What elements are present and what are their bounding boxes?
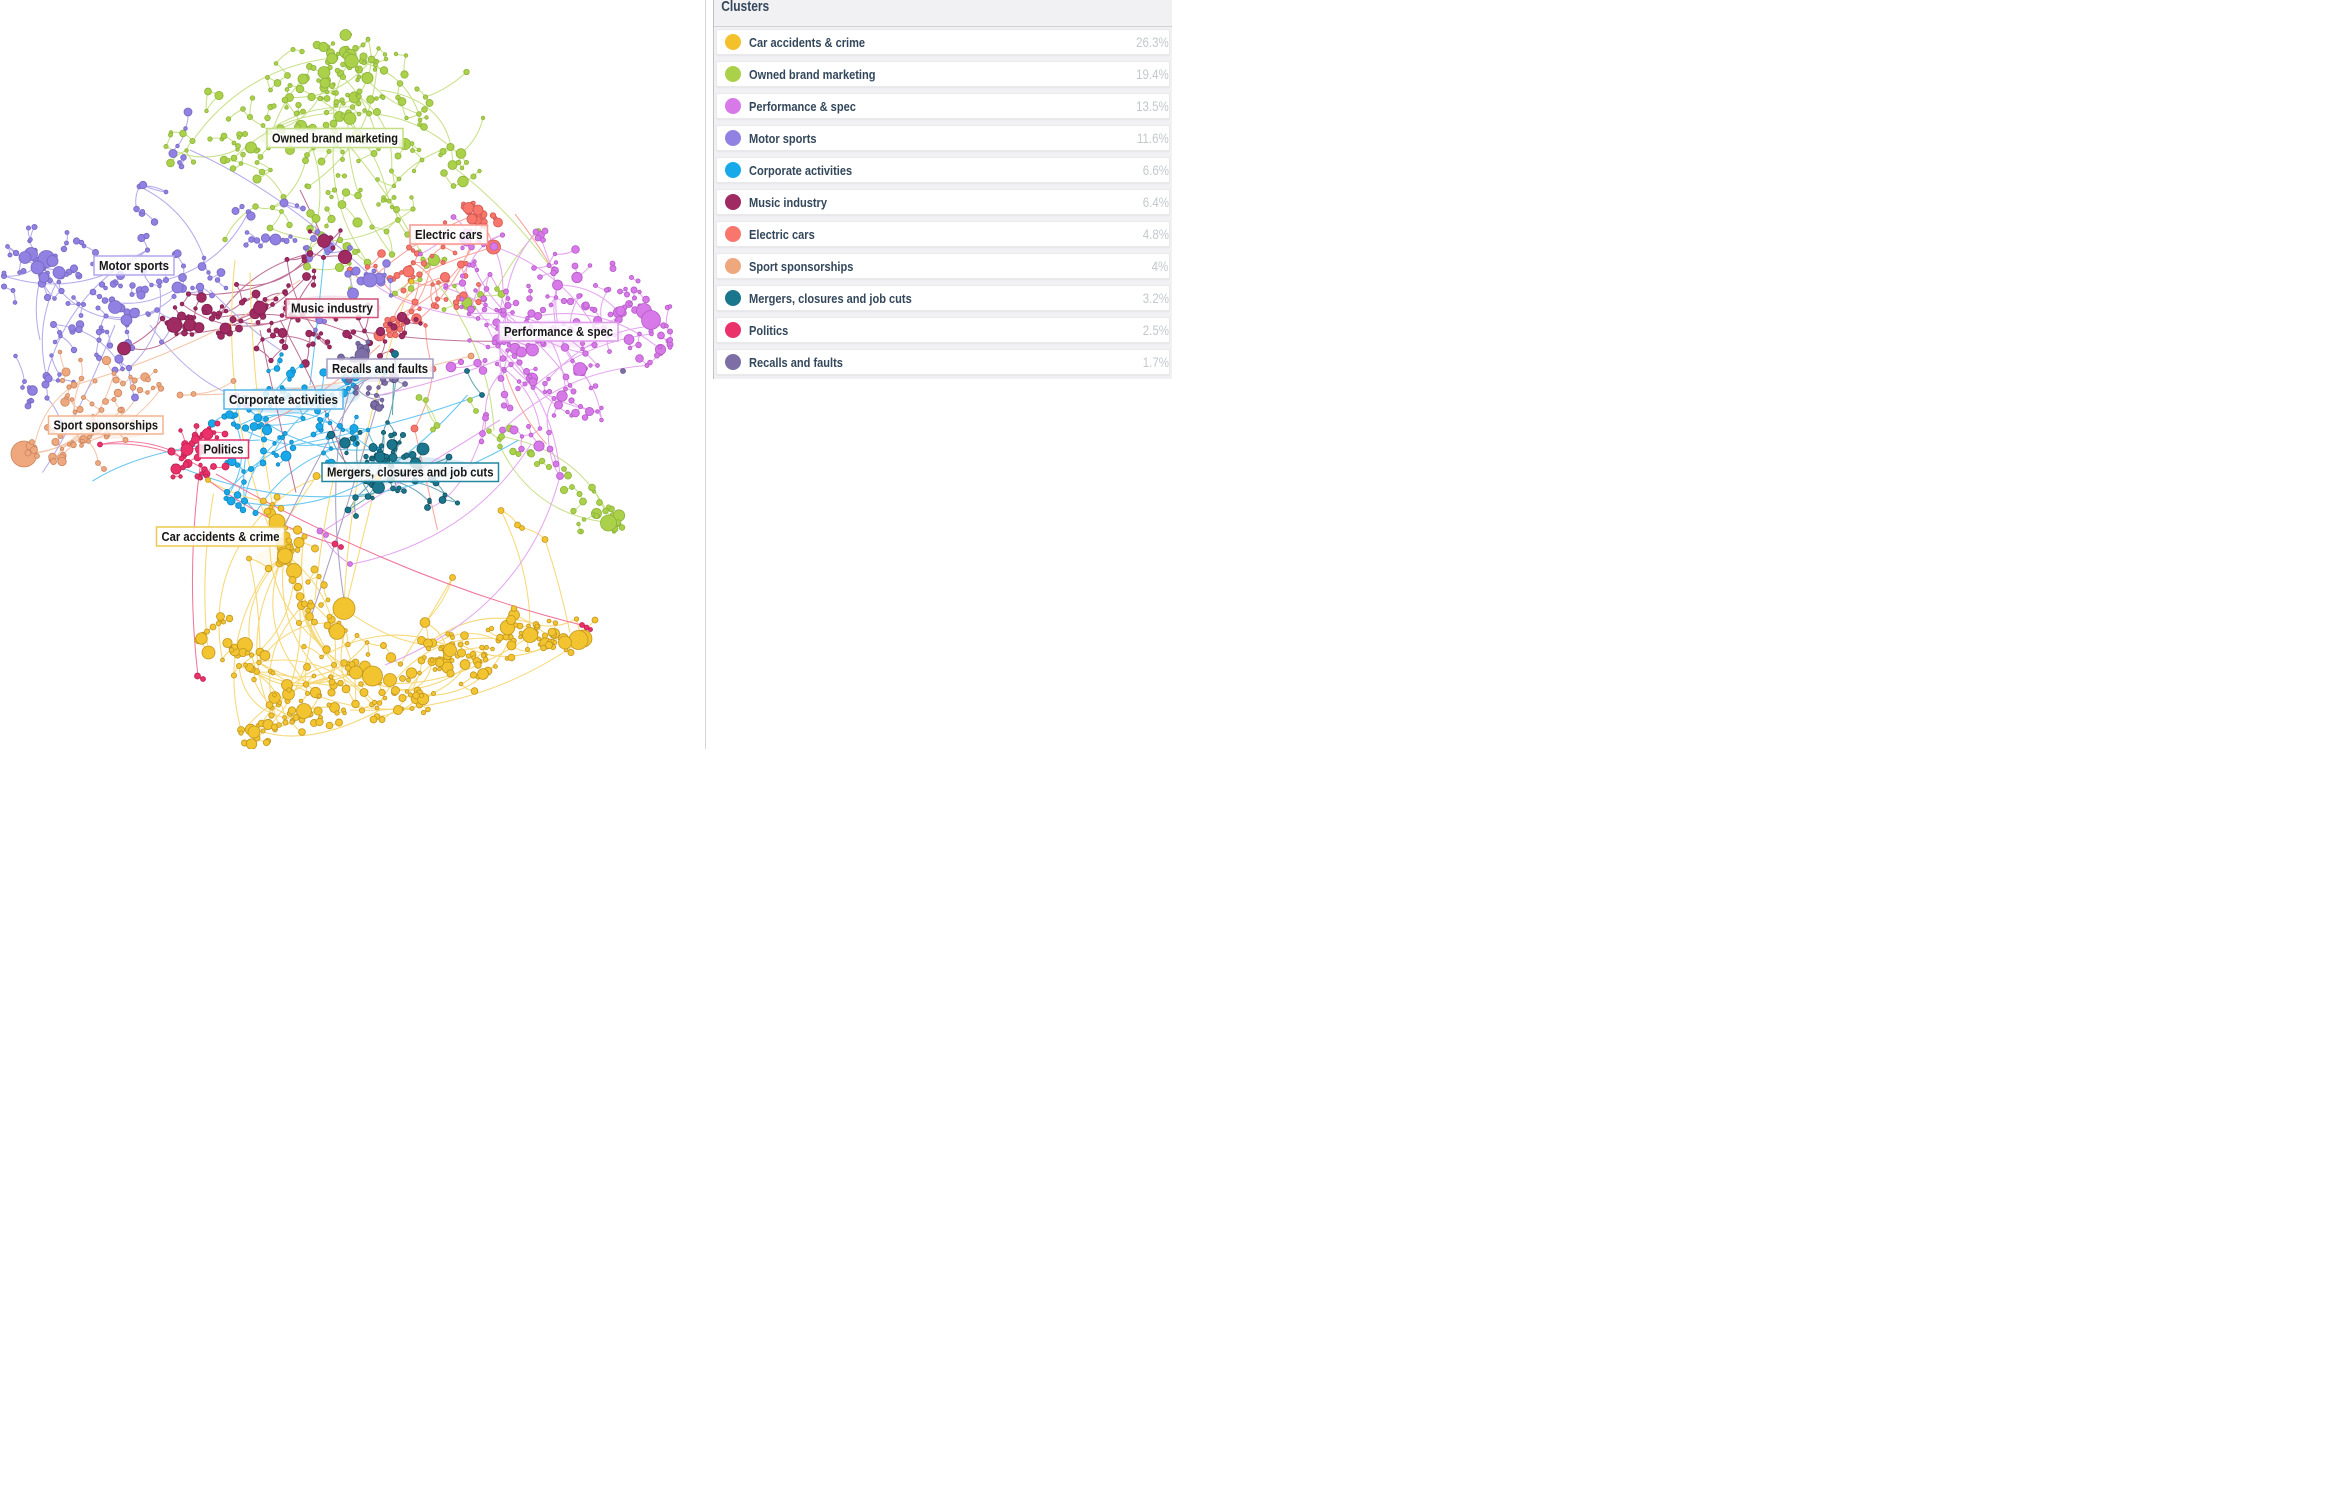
svg-text:Music industry: Music industry (291, 302, 373, 316)
svg-text:Performance & spec: Performance & spec (504, 325, 613, 339)
svg-text:Owned brand marketing: Owned brand marketing (272, 132, 398, 146)
svg-text:Mergers, closures and job cuts: Mergers, closures and job cuts (327, 466, 494, 480)
svg-text:Car accidents & crime: Car accidents & crime (162, 530, 280, 544)
svg-text:Electric cars: Electric cars (415, 228, 483, 242)
svg-text:Motor sports: Motor sports (99, 259, 169, 273)
svg-text:Recalls and faults: Recalls and faults (332, 362, 428, 376)
svg-text:Corporate activities: Corporate activities (229, 393, 338, 407)
svg-text:Politics: Politics (204, 443, 244, 457)
svg-text:Sport sponsorships: Sport sponsorships (54, 419, 159, 433)
